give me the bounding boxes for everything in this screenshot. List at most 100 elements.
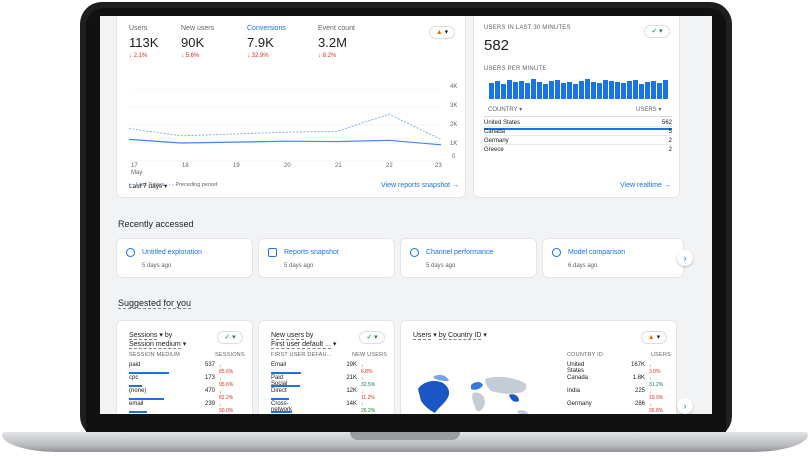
row-bar [271,411,292,413]
chevron-right-icon: › [683,401,687,411]
country-warning-dropdown[interactable]: ▲ ▾ [641,331,667,344]
laptop-notch [350,432,460,440]
row-change: ↓ 19.9% [649,389,664,401]
recent-item-reports-snapshot[interactable]: Reports snapshot 5 days ago [258,238,395,278]
recent-next-button[interactable]: › [677,250,693,266]
row-value: 239 [204,401,215,407]
row-label: Direct [271,388,287,394]
suggested-next-button[interactable]: › [677,398,693,414]
per-minute-bar [501,84,506,99]
per-minute-bar [639,84,644,99]
per-minute-bar [561,83,566,99]
row-label: Paid Social [271,375,288,387]
row-change: ↑ 32.5% [361,376,376,388]
metric-event-count[interactable]: Event count 3.2M ↓ 8.2% [318,25,355,59]
new-users-card-title[interactable]: New users by First user default ... ▾ [271,332,337,349]
view-realtime-link[interactable]: View realtime → [620,182,671,189]
row-value: 12K [346,388,357,394]
table-row: United States 562 [484,120,672,127]
metric-conversions[interactable]: Conversions 7.9K ↓ 32.9% [247,25,286,59]
metric-value: 3.2M [318,35,347,50]
per-minute-bar [537,82,542,99]
new-users-card: New users by First user default ... ▾ ✓ … [258,320,395,414]
row-value: 19K [346,362,357,368]
row-bar [129,398,164,400]
chevron-right-icon: › [683,253,687,263]
col-users[interactable]: USERS ▾ [636,107,662,113]
row-label: Germany [567,401,592,407]
per-minute-bar [645,82,650,99]
per-minute-bar [567,82,572,99]
recent-item-channel-performance[interactable]: Channel performance 5 days ago [400,238,537,278]
metric-users[interactable]: Users 113K ↓ 2.1% [129,25,158,59]
recent-item-time: 5 days ago [284,263,314,269]
view-reports-snapshot-link[interactable]: View reports snapshot → [381,182,460,189]
per-minute-bar [513,82,518,99]
per-minute-bar [495,81,500,99]
row-change: ↑ 31.2% [649,376,664,388]
world-map [418,374,529,414]
overview-line-chart [129,89,441,162]
row-change: ↑ 26.2% [361,402,376,414]
per-minute-bar [531,79,536,99]
per-minute-bar [573,84,578,99]
sessions-card-title[interactable]: Sessions ▾ by Session medium ▾ [129,332,187,349]
x-tick: 17 [131,163,138,169]
per-minute-bar [615,82,620,99]
row-bar [129,372,169,374]
date-range-dropdown[interactable]: Last 7 days ▾ [129,183,168,190]
row-label: United States [567,362,585,374]
status-dropdown[interactable]: ✓ ▾ [644,25,670,38]
country-card-title[interactable]: Users ▾ by Country ID ▾ [413,332,487,340]
row-value: 21K [346,375,357,381]
report-icon [268,248,277,257]
metric-change: ↓ 5.6% [181,53,200,59]
channel-icon [410,248,419,257]
row-label: Cross-network [271,401,293,413]
row-change: ↓ 95.6% [219,376,234,388]
per-minute-bar [555,80,560,99]
per-minute-bar [609,81,614,99]
recent-item-time: 5 days ago [142,263,172,269]
metric-new-users[interactable]: New users 90K ↓ 5.6% [181,25,214,59]
realtime-header: USERS IN LAST 30 MINUTES [484,25,571,31]
check-circle-icon: ✓ [366,334,373,341]
row-bar [129,411,147,413]
row-bar [271,372,301,374]
x-tick: 21 [335,163,342,169]
recent-item-untitled-exploration[interactable]: Untitled exploration 5 days ago [116,238,253,278]
metric-label: Users [129,25,148,32]
chart-legend: — Last 7 days - - Preceding period [129,182,218,188]
row-label: paid [129,362,141,368]
per-minute-bar [621,83,626,99]
y-tick: 2K [450,122,458,128]
recent-item-title: Channel performance [426,249,494,256]
col-new-users: NEW USERS [352,352,388,358]
model-icon [552,248,561,257]
col-country[interactable]: COUNTRY ▾ [488,107,523,113]
table-row: Canada 5 [484,129,672,136]
row-change: ↓ 85.6% [219,363,234,375]
y-tick: 1K [450,141,458,147]
per-minute-bar [489,83,494,99]
per-minute-bar [579,81,584,99]
row-value: 14K [346,401,357,407]
new-users-status-dropdown[interactable]: ✓ ▾ [359,331,385,344]
recently-accessed-title: Recently accessed [118,219,194,229]
x-tick: 20 [284,163,291,169]
per-minute-bar [603,80,608,99]
metric-value: 7.9K [247,35,274,50]
warning-dropdown[interactable]: ▲ ▾ [429,26,455,39]
row-value: 537 [204,362,215,368]
y-tick: 3K [450,103,458,109]
overview-card: Users 113K ↓ 2.1% New users 90K ↓ 5.6% C… [116,16,466,198]
row-label: India [567,388,581,394]
per-minute-bar [525,83,530,99]
country-card: Users ▾ by Country ID ▾ ▲ ▾ COUNTRY ID U… [400,320,677,414]
col-country-id: COUNTRY ID [567,352,604,358]
per-minute-bar [549,81,554,99]
series-line-previous [129,113,441,140]
per-minute-bar [507,80,512,99]
recent-item-model-comparison[interactable]: Model comparison 6 days ago [542,238,684,278]
sessions-status-dropdown[interactable]: ✓ ▾ [217,331,243,344]
